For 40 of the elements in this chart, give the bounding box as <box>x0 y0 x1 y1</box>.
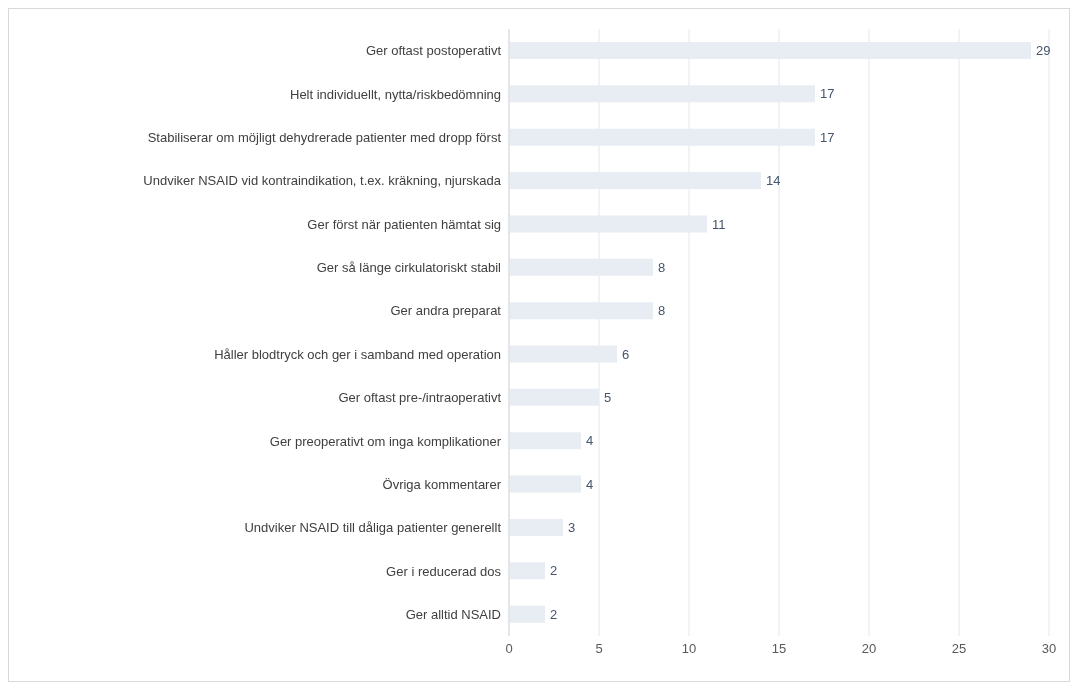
data-label: 8 <box>658 303 666 319</box>
y-tick-label: Undviker NSAID vid kontraindikation, t.ex. kräkning, njurskada <box>143 173 502 189</box>
y-tick-label: Ger andra preparat <box>390 303 502 319</box>
y-tick-label: Ger oftast postoperativt <box>365 43 502 59</box>
x-tick-label: 30 <box>1041 641 1057 657</box>
data-label: 4 <box>586 433 594 449</box>
data-label: 5 <box>604 389 612 405</box>
data-label: 2 <box>550 606 558 622</box>
bar <box>509 518 563 536</box>
y-tick-label: Ger först när patienten hämtat sig <box>307 216 501 232</box>
y-tick-label: Ger preoperativt om inga komplikationer <box>269 433 502 449</box>
x-tick-label: 10 <box>681 641 697 657</box>
data-label: 6 <box>622 346 630 362</box>
y-tick-label: Stabiliserar om möjligt dehydrerade patienter med dropp först <box>147 130 502 146</box>
data-label: 29 <box>1036 43 1051 59</box>
bar <box>509 562 545 580</box>
y-tick-label: Övriga kommentarer <box>382 476 502 492</box>
data-label: 3 <box>568 520 576 536</box>
data-label: 17 <box>820 86 835 102</box>
y-tick-label: Helt individuellt, nytta/riskbedömning <box>290 86 501 102</box>
x-tick-label: 5 <box>595 641 603 657</box>
y-tick-label: Undviker NSAID till dåliga patienter generellt <box>244 520 502 536</box>
data-label: 11 <box>712 216 726 232</box>
data-label: 14 <box>766 173 781 189</box>
y-tick-label: Ger så länge cirkulatoriskt stabil <box>316 260 502 276</box>
x-tick-label: 20 <box>861 641 877 657</box>
x-tick-label: 25 <box>951 641 967 657</box>
data-label: 4 <box>586 476 594 492</box>
bar <box>509 475 581 493</box>
y-tick-label: Ger alltid NSAID <box>405 606 501 622</box>
y-tick-label: Ger i reducerad dos <box>386 563 502 579</box>
data-label: 17 <box>820 129 835 145</box>
bar <box>509 605 545 623</box>
bar <box>509 432 581 450</box>
y-tick-label: Håller blodtryck och ger i samband med operation <box>214 346 501 362</box>
x-tick-label: 0 <box>505 641 513 657</box>
y-tick-label: Ger oftast pre-/intraoperativt <box>338 390 502 406</box>
data-label: 2 <box>550 563 558 579</box>
data-label: 8 <box>658 259 666 275</box>
x-tick-label: 15 <box>771 641 787 657</box>
